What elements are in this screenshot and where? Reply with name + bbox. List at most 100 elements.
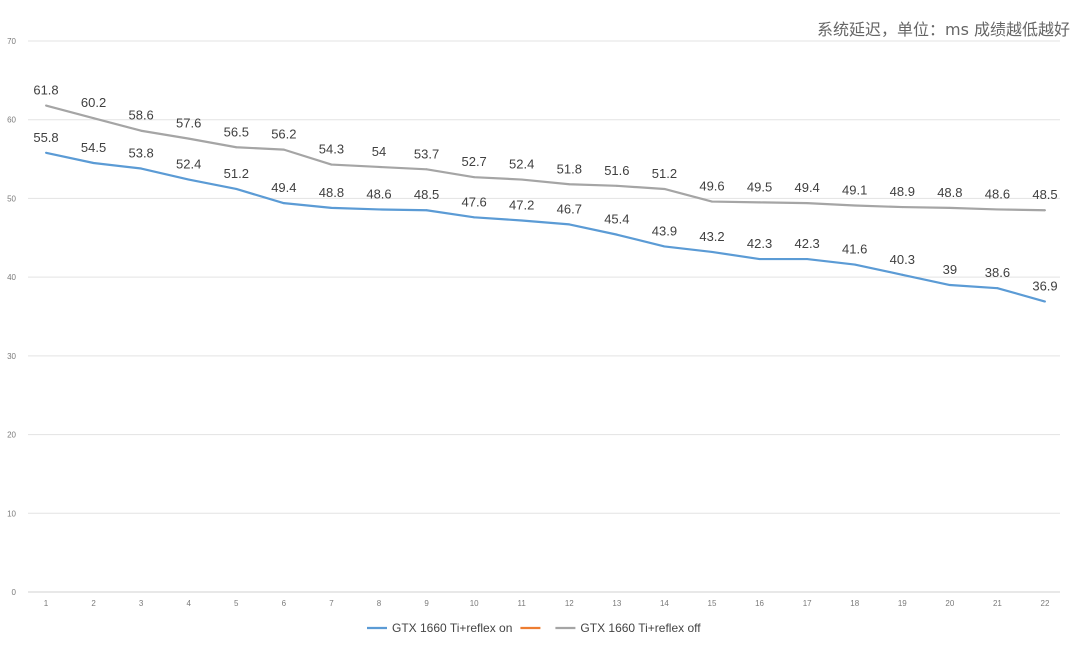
data-label: 42.3 [747, 236, 772, 251]
x-tick-label: 12 [565, 599, 574, 608]
data-label: 48.5 [1032, 187, 1057, 202]
x-tick-label: 21 [993, 599, 1002, 608]
data-label: 48.6 [985, 186, 1010, 201]
data-point [901, 206, 904, 209]
legend-label: GTX 1660 Ti+reflex on [392, 621, 512, 635]
data-point [473, 176, 476, 179]
data-point [711, 250, 713, 253]
y-tick-label: 30 [7, 352, 16, 361]
data-label: 51.6 [604, 163, 629, 178]
data-point [520, 219, 523, 222]
data-point [806, 202, 809, 205]
data-label: 51.8 [557, 161, 582, 176]
data-point [568, 223, 571, 226]
data-label: 48.6 [366, 186, 391, 201]
data-point [140, 167, 143, 170]
data-point [758, 258, 761, 261]
data-label: 49.6 [699, 179, 724, 194]
data-label: 48.8 [937, 185, 962, 200]
y-tick-label: 60 [7, 116, 16, 125]
data-point [1044, 209, 1046, 212]
x-tick-label: 13 [612, 599, 621, 608]
data-point [45, 104, 47, 107]
x-tick-label: 15 [708, 599, 717, 608]
data-point [425, 168, 428, 171]
data-label: 60.2 [81, 95, 106, 110]
data-point [235, 146, 238, 149]
data-label: 58.6 [128, 108, 153, 123]
y-tick-label: 0 [12, 588, 17, 597]
data-point [806, 258, 809, 261]
data-point [996, 208, 999, 211]
data-label: 52.7 [461, 154, 486, 169]
data-point [187, 137, 190, 140]
x-tick-label: 14 [660, 599, 669, 608]
data-point [948, 206, 951, 209]
data-label: 55.8 [33, 130, 58, 145]
x-tick-label: 19 [898, 599, 907, 608]
data-point [235, 187, 238, 190]
data-point [140, 129, 143, 132]
x-tick-label: 4 [186, 599, 191, 608]
x-tick-label: 2 [91, 599, 96, 608]
data-point [425, 209, 428, 212]
data-point [853, 263, 856, 266]
y-tick-label: 70 [7, 37, 16, 46]
data-point [473, 216, 476, 219]
data-point [853, 204, 856, 207]
x-tick-label: 7 [329, 599, 334, 608]
data-label: 48.9 [890, 184, 915, 199]
data-label: 49.4 [271, 180, 296, 195]
data-label: 47.2 [509, 197, 534, 212]
data-point [568, 183, 571, 186]
data-label: 49.4 [794, 180, 819, 195]
data-label: 56.2 [271, 127, 296, 142]
x-tick-label: 5 [234, 599, 239, 608]
data-point [330, 163, 333, 166]
data-label: 46.7 [557, 201, 582, 216]
x-tick-label: 11 [518, 599, 527, 608]
data-point [1044, 300, 1046, 303]
data-label: 51.2 [224, 166, 249, 181]
data-point [901, 273, 904, 276]
data-point [520, 178, 523, 181]
data-label: 45.4 [604, 212, 629, 227]
data-point [615, 233, 618, 236]
series-line [45, 104, 1046, 212]
legend-label: GTX 1660 Ti+reflex off [580, 621, 701, 635]
data-point [663, 187, 666, 190]
data-label: 52.4 [176, 157, 201, 172]
data-label: 36.9 [1032, 279, 1057, 294]
data-point [282, 202, 285, 205]
y-tick-label: 10 [7, 509, 16, 518]
data-point [378, 165, 380, 168]
data-label: 47.6 [461, 194, 486, 209]
data-label: 53.8 [128, 146, 153, 161]
x-tick-label: 1 [44, 599, 49, 608]
data-point [758, 201, 761, 204]
chart-title: 系统延迟，单位：ms 成绩越低越好 [816, 20, 1070, 39]
x-tick-label: 3 [139, 599, 144, 608]
data-label: 57.6 [176, 116, 201, 131]
data-point [996, 287, 999, 290]
data-point [282, 148, 285, 151]
data-label: 56.5 [224, 124, 249, 139]
data-point [45, 151, 47, 154]
data-label: 43.9 [652, 223, 677, 238]
data-label: 42.3 [794, 236, 819, 251]
data-label: 54 [372, 144, 386, 159]
data-label: 54.5 [81, 140, 106, 155]
data-label: 49.1 [842, 183, 867, 198]
data-point [663, 245, 666, 248]
data-label: 53.7 [414, 146, 439, 161]
data-label: 43.2 [699, 229, 724, 244]
data-point [330, 206, 333, 209]
data-label: 40.3 [890, 252, 915, 267]
y-tick-label: 20 [7, 431, 16, 440]
y-tick-label: 50 [7, 194, 16, 203]
x-tick-label: 10 [470, 599, 479, 608]
data-label: 41.6 [842, 242, 867, 257]
data-label: 38.6 [985, 265, 1010, 280]
data-label: 52.4 [509, 157, 534, 172]
